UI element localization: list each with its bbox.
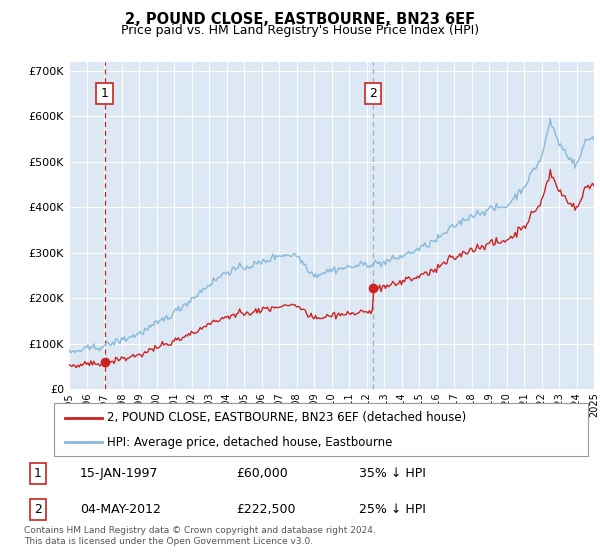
Text: 25% ↓ HPI: 25% ↓ HPI bbox=[359, 503, 425, 516]
Text: 04-MAY-2012: 04-MAY-2012 bbox=[80, 503, 161, 516]
Text: 2: 2 bbox=[369, 87, 377, 100]
Text: 2, POUND CLOSE, EASTBOURNE, BN23 6EF: 2, POUND CLOSE, EASTBOURNE, BN23 6EF bbox=[125, 12, 475, 27]
Text: 2, POUND CLOSE, EASTBOURNE, BN23 6EF (detached house): 2, POUND CLOSE, EASTBOURNE, BN23 6EF (de… bbox=[107, 411, 467, 424]
Text: HPI: Average price, detached house, Eastbourne: HPI: Average price, detached house, East… bbox=[107, 436, 393, 449]
Text: Contains HM Land Registry data © Crown copyright and database right 2024.
This d: Contains HM Land Registry data © Crown c… bbox=[24, 526, 376, 546]
Text: 2: 2 bbox=[34, 503, 42, 516]
Text: 1: 1 bbox=[101, 87, 109, 100]
Text: £60,000: £60,000 bbox=[236, 467, 288, 480]
Text: Price paid vs. HM Land Registry's House Price Index (HPI): Price paid vs. HM Land Registry's House … bbox=[121, 24, 479, 37]
Text: £222,500: £222,500 bbox=[236, 503, 296, 516]
Text: 15-JAN-1997: 15-JAN-1997 bbox=[80, 467, 158, 480]
Text: 1: 1 bbox=[34, 467, 42, 480]
FancyBboxPatch shape bbox=[54, 403, 588, 456]
Text: 35% ↓ HPI: 35% ↓ HPI bbox=[359, 467, 425, 480]
